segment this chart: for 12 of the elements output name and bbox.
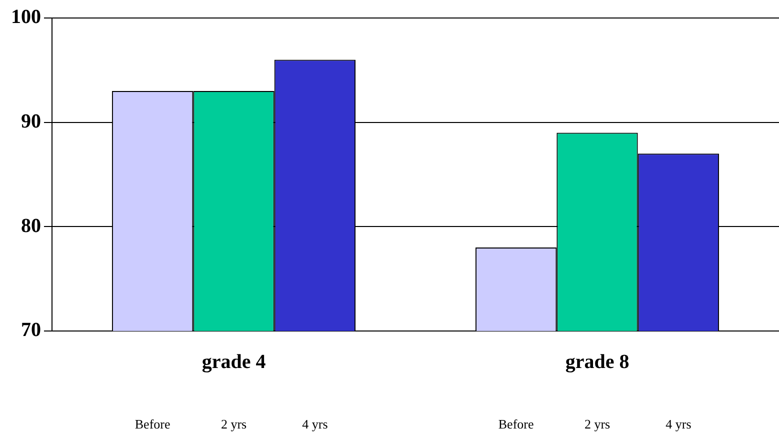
y-tick-label: 90	[21, 110, 41, 133]
series-label: 2 yrs	[220, 416, 247, 432]
text: Before	[134, 416, 170, 432]
series-label: 4 yrs	[666, 416, 692, 432]
y-tick-label: 80	[21, 214, 41, 237]
x-tick-label: grade 4	[202, 351, 266, 374]
text: 4 yrs	[302, 416, 328, 432]
y-tick-label: 100	[11, 6, 41, 28]
y-tick-label: 70	[21, 319, 41, 342]
series-label: Before	[498, 416, 534, 432]
x-tick-label: grade 8	[565, 351, 630, 374]
text: 2 yrs	[584, 416, 610, 432]
